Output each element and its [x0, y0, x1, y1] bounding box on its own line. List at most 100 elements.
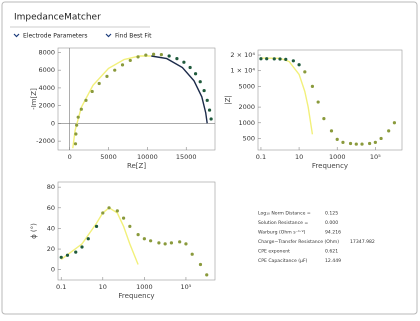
- data-point: [76, 115, 80, 119]
- data-point: [322, 117, 326, 121]
- button-fit[interactable]: Find Best Fit: [105, 33, 152, 40]
- y-tick-label: 2000: [38, 102, 55, 110]
- data-point: [341, 140, 345, 144]
- chevron-icon: [105, 33, 112, 38]
- data-point: [84, 98, 88, 102]
- data-point: [115, 209, 119, 213]
- data-point: [65, 253, 70, 257]
- data-point: [202, 88, 206, 93]
- y-tick-label: -2000: [36, 137, 55, 145]
- y-tick-label: 0: [51, 266, 55, 274]
- data-point: [209, 117, 213, 121]
- x-tick-label: 1000: [136, 283, 153, 291]
- data-point: [190, 252, 194, 256]
- x-tick-label: 0: [68, 153, 72, 161]
- data-point: [80, 245, 84, 249]
- data-point: [75, 123, 79, 127]
- data-point: [86, 237, 90, 241]
- x-axis-label: Frequency: [312, 162, 348, 170]
- plot-frame: [257, 49, 403, 151]
- y-tick-label: 2 × 10⁴: [230, 51, 255, 59]
- param-value: 0.125: [325, 211, 338, 217]
- y-axis-label: -Im[Z]: [30, 88, 38, 110]
- button-label[interactable]: Electrode Parameters: [23, 33, 88, 40]
- data-point: [74, 250, 78, 254]
- data-point: [149, 239, 153, 243]
- data-point: [128, 224, 132, 228]
- data-point: [303, 70, 307, 74]
- data-point: [113, 68, 117, 72]
- data-point: [178, 240, 182, 244]
- x-tick-label: 0.1: [256, 153, 266, 161]
- y-tick-label: 20: [47, 245, 55, 253]
- data-point: [387, 129, 391, 133]
- data-point: [151, 52, 156, 56]
- data-point: [182, 60, 186, 64]
- y-tick-label: 500: [243, 134, 255, 142]
- data-point: [291, 59, 295, 63]
- data-point: [144, 53, 148, 57]
- data-point: [105, 74, 109, 78]
- data-point: [373, 140, 377, 144]
- param-label: CPE exponent: [258, 249, 290, 255]
- app-title: ImpedanceMatcher: [14, 13, 101, 23]
- data-point: [392, 121, 397, 125]
- x-tick-label: 10000: [137, 153, 158, 161]
- data-point: [136, 55, 140, 59]
- plot-frame: [57, 47, 216, 151]
- data-point: [198, 80, 202, 84]
- button-label[interactable]: Find Best Fit: [115, 33, 152, 40]
- data-point: [79, 107, 83, 111]
- data-point: [278, 57, 282, 61]
- data-point: [205, 273, 209, 277]
- param-label: Warburg (Ohm s⁻¹ᐟ²): [258, 230, 306, 236]
- data-point: [59, 255, 63, 259]
- data-point: [94, 224, 99, 228]
- button-electrode[interactable]: Electrode Parameters: [13, 33, 88, 40]
- data-point: [368, 141, 372, 146]
- data-point: [169, 241, 174, 245]
- x-tick-label: 10: [99, 283, 107, 291]
- y-tick-label: 80: [47, 183, 55, 191]
- plot-frame: [57, 181, 216, 281]
- data-point: [73, 142, 78, 146]
- data-point: [297, 63, 301, 67]
- data-point: [360, 142, 364, 146]
- data-point: [184, 242, 188, 246]
- x-tick-label: 10⁵: [180, 283, 191, 291]
- data-point: [120, 63, 125, 67]
- y-tick-label: 8000: [38, 48, 55, 56]
- param-label: Solution Resistance =: [258, 220, 308, 226]
- data-point: [265, 57, 269, 61]
- data-point: [188, 65, 192, 70]
- data-point: [128, 58, 132, 63]
- data-point: [348, 141, 353, 146]
- window-frame: [1, 1, 418, 315]
- y-tick-label: 5000: [238, 82, 255, 90]
- x-tick-label: 10: [295, 153, 303, 161]
- data-point: [142, 237, 146, 241]
- data-point: [205, 98, 209, 102]
- param-label: CPE Capacitance (μF): [258, 258, 308, 264]
- x-axis-label: Re[Z]: [127, 162, 146, 170]
- chevron-icon: [13, 33, 20, 38]
- x-axis-label: Frequency: [118, 292, 154, 300]
- y-tick-label: 1 × 10⁴: [230, 67, 255, 75]
- data-point: [310, 84, 315, 88]
- x-tick-label: 1000: [329, 153, 346, 161]
- data-point: [259, 57, 263, 61]
- param-label: Charge−Transfer Resistance (Ohm): [258, 239, 339, 245]
- param-value: 12.449: [325, 258, 341, 264]
- data-point: [272, 57, 276, 61]
- data-point: [284, 57, 288, 61]
- y-tick-label: 4000: [38, 84, 55, 92]
- fit-line: [151, 55, 208, 124]
- x-tick-label: 15000: [176, 153, 197, 161]
- y-axis-label: |Z|: [224, 95, 232, 105]
- data-point: [316, 100, 320, 104]
- y-tick-label: 40: [47, 224, 55, 232]
- data-point: [74, 132, 78, 136]
- y-tick-label: 6000: [38, 66, 55, 74]
- data-point: [198, 262, 203, 267]
